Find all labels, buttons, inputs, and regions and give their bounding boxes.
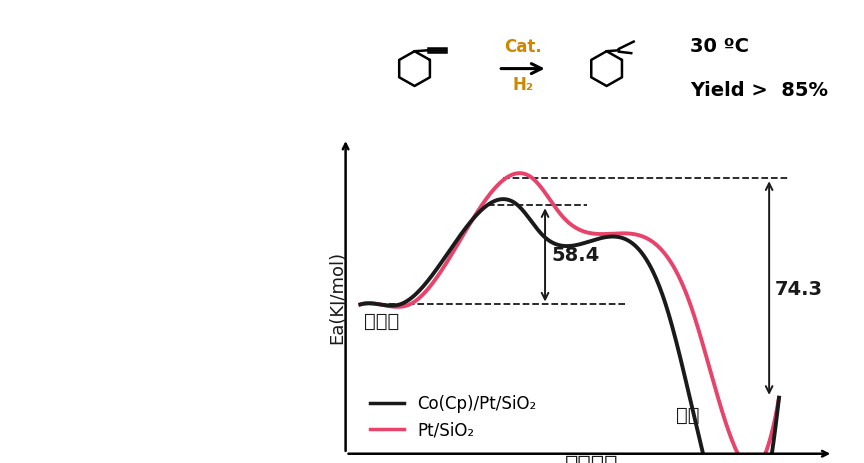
Text: 乙苯: 乙苯 bbox=[676, 405, 699, 424]
Text: Ea(KJ/mol): Ea(KJ/mol) bbox=[328, 250, 346, 343]
Text: 苯乙烯: 苯乙烯 bbox=[365, 312, 399, 331]
Text: 58.4: 58.4 bbox=[551, 246, 600, 265]
Text: H₂: H₂ bbox=[512, 76, 533, 94]
Text: Yield >  85%: Yield > 85% bbox=[690, 81, 829, 100]
Text: Cat.: Cat. bbox=[504, 38, 542, 56]
Text: 74.3: 74.3 bbox=[775, 279, 823, 298]
Text: 30 ºC: 30 ºC bbox=[690, 38, 749, 56]
Text: 反应进程: 反应进程 bbox=[565, 454, 619, 463]
Legend: Co(Cp)/Pt/SiO₂, Pt/SiO₂: Co(Cp)/Pt/SiO₂, Pt/SiO₂ bbox=[364, 388, 543, 445]
